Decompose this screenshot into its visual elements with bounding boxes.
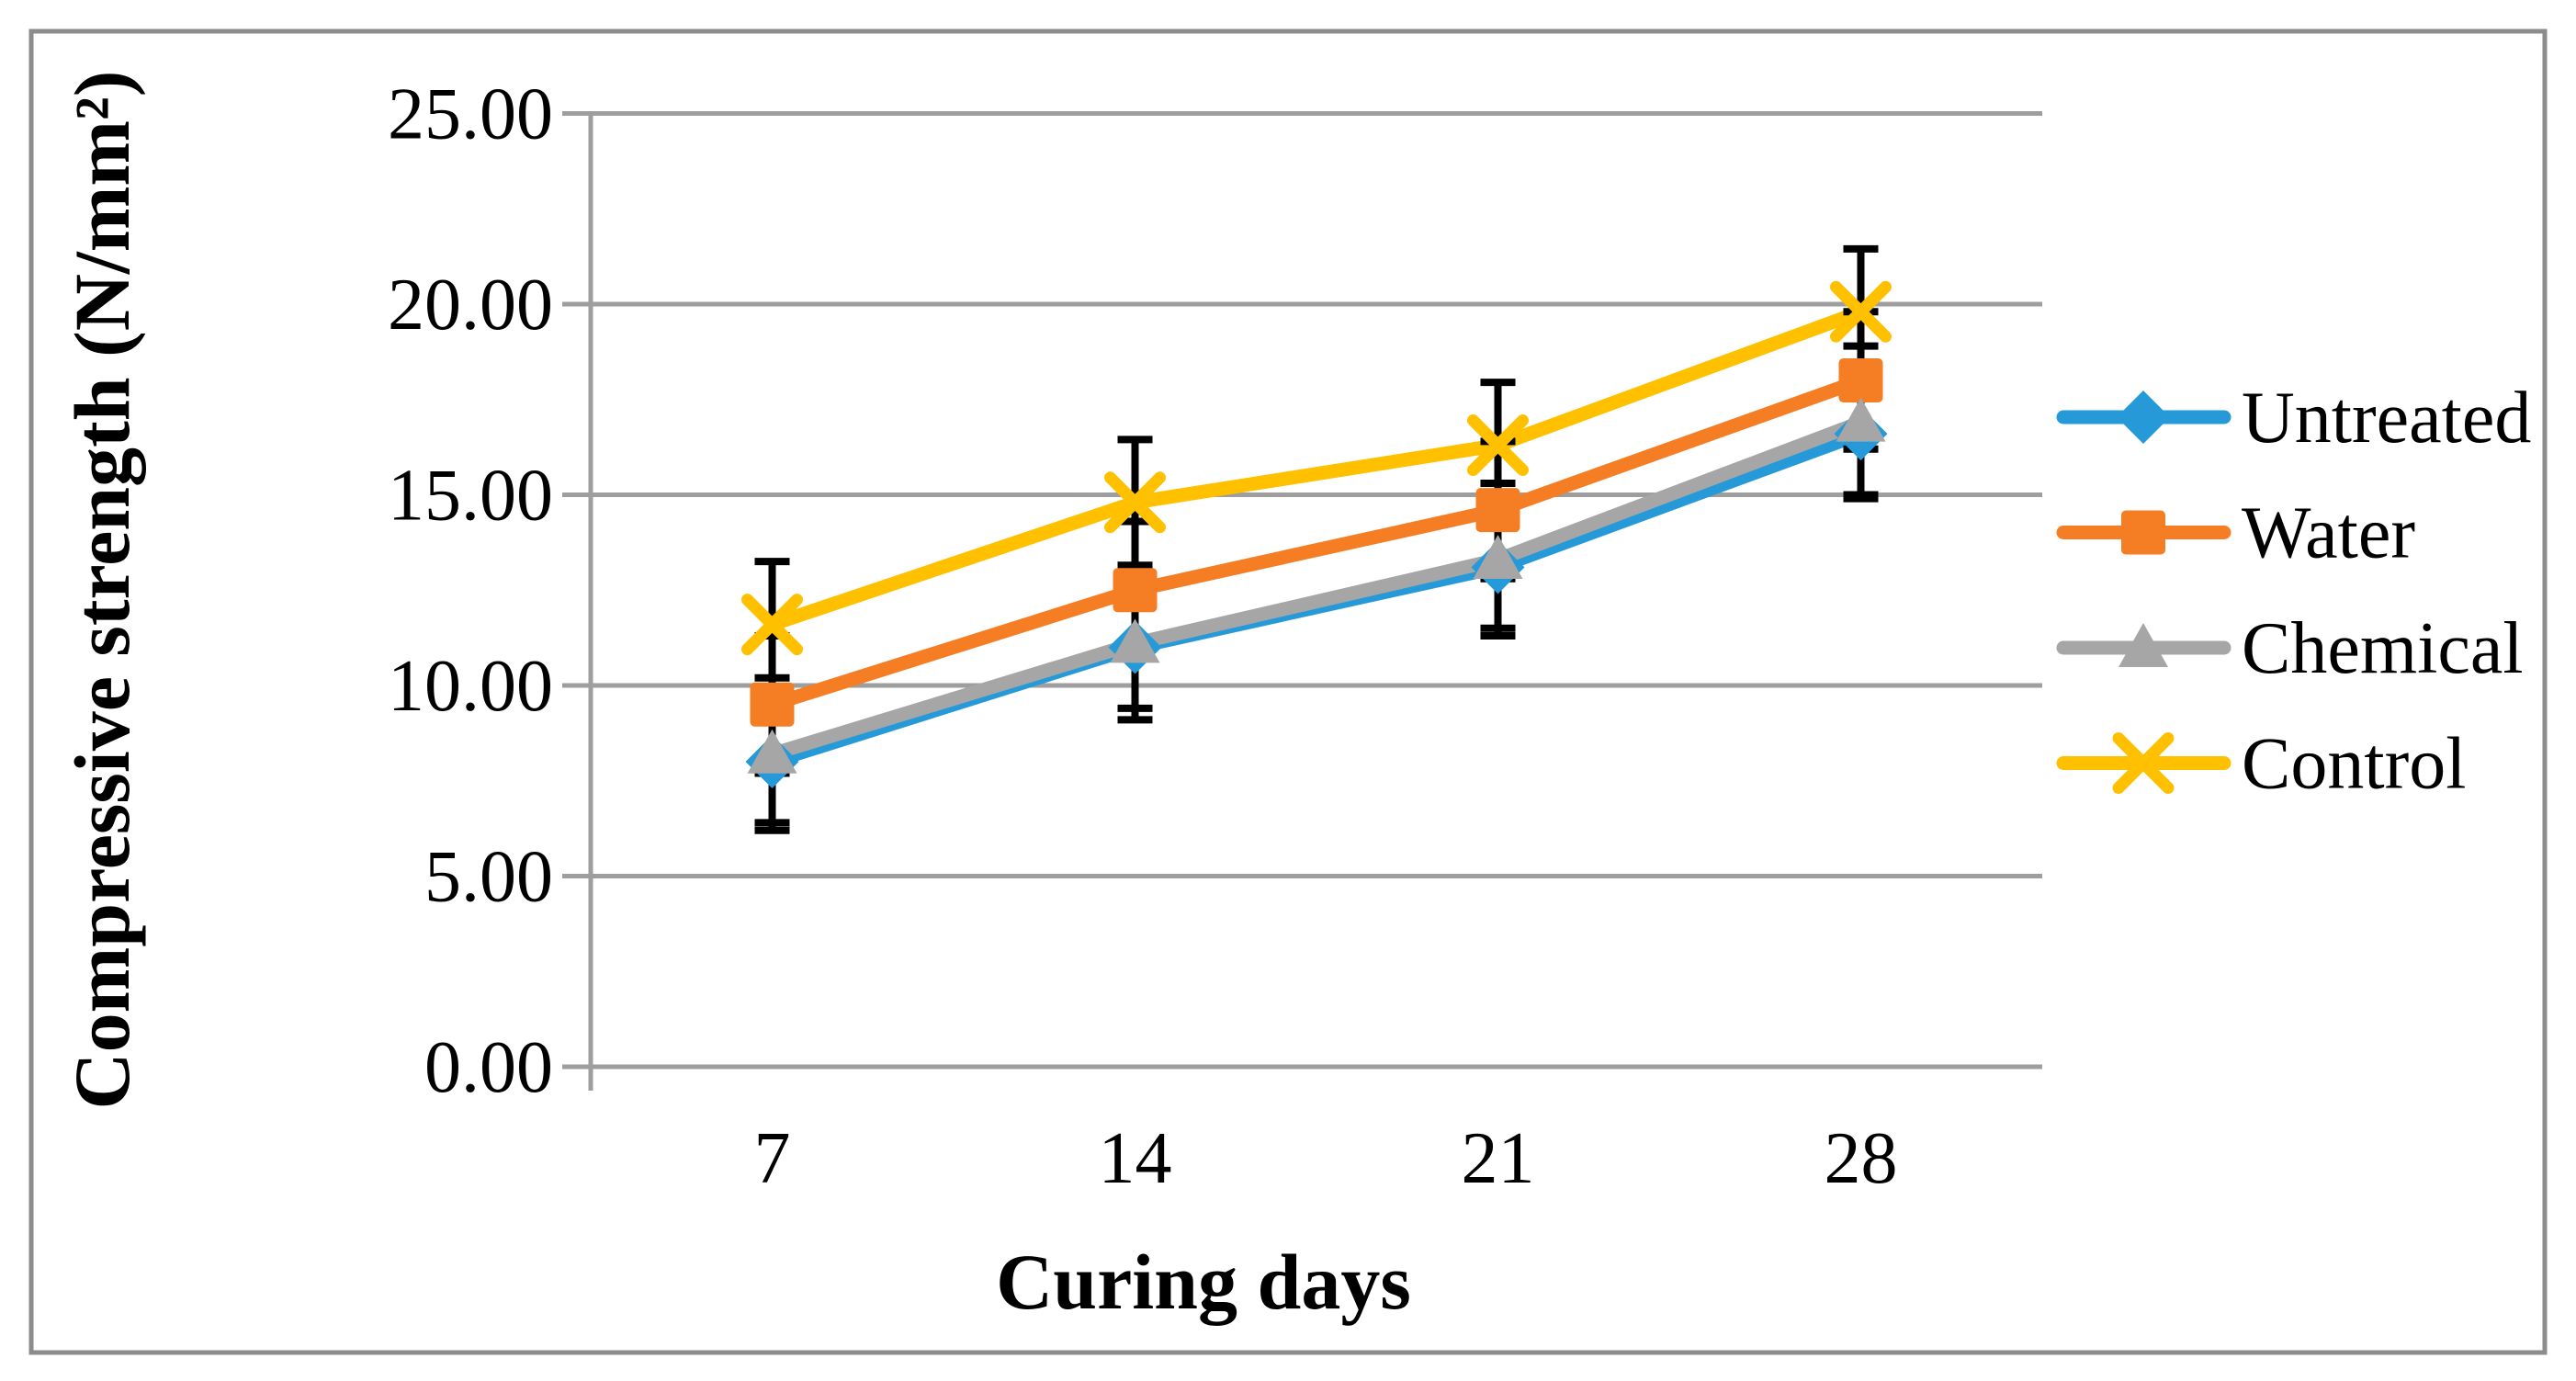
x-marker-control-21 bbox=[1467, 414, 1529, 477]
triangle-marker-chemical-28 bbox=[1836, 397, 1886, 442]
square-icon bbox=[2121, 510, 2165, 555]
figure-border bbox=[28, 28, 2548, 1355]
y-tick-label-5: 5.00 bbox=[424, 837, 553, 918]
triangle-marker-chemical-21 bbox=[1473, 535, 1523, 580]
triangle-marker-chemical-7 bbox=[747, 729, 797, 774]
x-tick-label-28: 28 bbox=[1825, 1118, 1898, 1199]
triangle-marker-chemical-14 bbox=[1110, 618, 1160, 663]
x-marker-control-14 bbox=[1104, 471, 1166, 534]
x-tick-label-14: 14 bbox=[1099, 1118, 1172, 1199]
triangle-icon bbox=[2118, 623, 2168, 667]
y-tick-label-15: 15.00 bbox=[388, 456, 553, 537]
square-marker-water-7 bbox=[750, 682, 795, 727]
legend-label-control: Control bbox=[2242, 724, 2466, 805]
x-icon bbox=[2112, 732, 2175, 794]
y-axis-title: Compressive strength (N/mm²) bbox=[58, 71, 146, 1110]
square-marker-water-21 bbox=[1475, 488, 1520, 533]
square-marker-water-14 bbox=[1113, 568, 1158, 613]
series-line-chemical bbox=[765, 415, 1868, 762]
x-axis-title: Curing days bbox=[996, 1238, 1411, 1326]
legend-label-water: Water bbox=[2242, 493, 2415, 574]
series-line-water bbox=[765, 373, 1868, 712]
legend-label-chemical: Chemical bbox=[2242, 608, 2524, 689]
y-tick-label-0: 0.00 bbox=[424, 1027, 553, 1108]
x-marker-control-28 bbox=[1830, 280, 1892, 343]
series-line-control bbox=[765, 304, 1868, 632]
x-tick-label-7: 7 bbox=[754, 1118, 791, 1199]
x-marker-control-7 bbox=[741, 594, 803, 656]
x-tick-label-21: 21 bbox=[1462, 1118, 1535, 1199]
diamond-icon bbox=[2117, 391, 2170, 444]
y-tick-label-20: 20.00 bbox=[388, 265, 553, 345]
y-tick-label-25: 25.00 bbox=[388, 74, 553, 155]
legend-label-untreated: Untreated bbox=[2242, 378, 2531, 458]
square-marker-water-28 bbox=[1838, 358, 1883, 402]
y-tick-label-10: 10.00 bbox=[388, 646, 553, 727]
